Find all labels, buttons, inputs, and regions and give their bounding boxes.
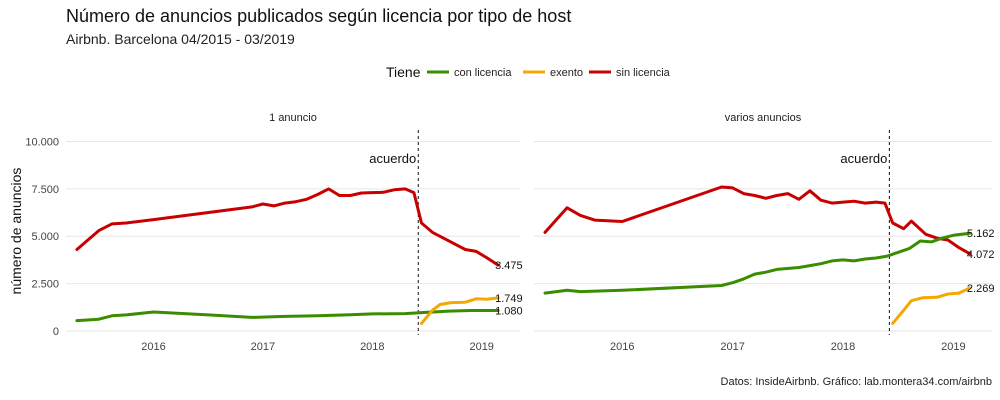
series-line-con-licencia [543, 231, 972, 295]
data-label: 4.072 [967, 249, 995, 261]
vline-label: acuerdo [369, 151, 416, 166]
legend-title: Tiene [386, 64, 421, 80]
panel-1: varios anuncios 2016 2017 2018 2019 acuerdo 5.… [534, 112, 994, 353]
x-tick-label: 2018 [360, 341, 384, 353]
x-tick-label: 2017 [251, 341, 275, 353]
data-label: 3.475 [495, 260, 523, 272]
series-line-exento [891, 286, 972, 325]
x-tick-label: 2017 [720, 341, 744, 353]
panel-title: varios anuncios [725, 112, 802, 124]
series-line-exento [420, 296, 500, 325]
y-tick-label: 2.500 [31, 279, 59, 291]
data-label: 2.269 [967, 283, 995, 295]
panel-title: 1 anuncio [269, 112, 317, 124]
y-axis-label: número de anuncios [8, 168, 24, 295]
x-tick-label: 2016 [141, 341, 165, 353]
y-tick-label: 7.500 [31, 184, 59, 196]
y-tick-label: 5.000 [31, 231, 59, 243]
legend-label-0: con licencia [454, 67, 512, 79]
legend-label-1: exento [550, 67, 583, 79]
panel-0: 1 anuncio 0 2.500 5.000 7.500 10.000 2016 2017 2… [25, 112, 522, 353]
vline-label: acuerdo [840, 151, 887, 166]
legend-label-2: sin licencia [616, 67, 671, 79]
data-label: 1.749 [495, 293, 523, 305]
y-tick-label: 0 [53, 326, 59, 338]
legend: Tiene con licencia exento sin licencia [386, 64, 671, 80]
series-line-con-licencia [75, 309, 500, 323]
x-tick-label: 2016 [610, 341, 634, 353]
panels: 1 anuncio 0 2.500 5.000 7.500 10.000 2016 2017 2… [25, 112, 994, 353]
x-tick-label: 2019 [941, 341, 965, 353]
chart-title: Número de anuncios publicados según lice… [66, 6, 572, 26]
data-label: 5.162 [967, 228, 995, 240]
x-tick-label: 2019 [469, 341, 493, 353]
chart-caption: Datos: InsideAirbnb. Gráfico: lab.monter… [720, 376, 992, 388]
data-label: 1.080 [495, 306, 523, 318]
series-line-sin-licencia [75, 187, 500, 267]
chart-subtitle: Airbnb. Barcelona 04/2015 - 03/2019 [66, 31, 295, 47]
x-tick-label: 2018 [831, 341, 855, 353]
series-line-sin-licencia [543, 185, 972, 256]
y-tick-label: 10.000 [25, 136, 59, 148]
